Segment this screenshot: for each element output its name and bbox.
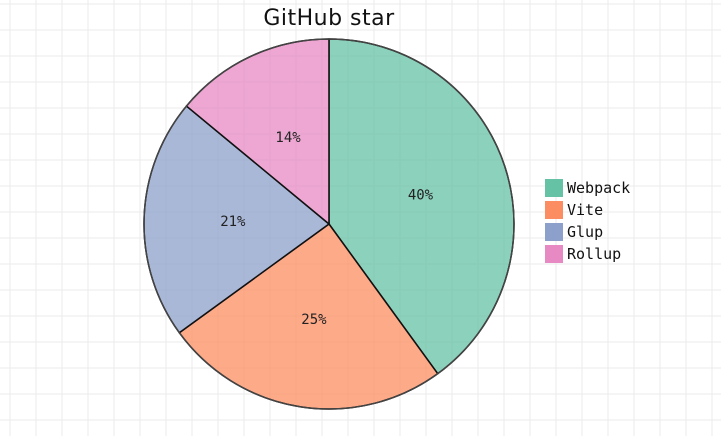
legend-swatch-glup xyxy=(545,223,563,241)
slice-label-webpack: 40% xyxy=(408,187,434,203)
slice-label-glup: 21% xyxy=(220,214,246,230)
legend-label-glup: Glup xyxy=(567,223,603,241)
legend-label-rollup: Rollup xyxy=(567,245,621,263)
legend: Webpack Vite Glup Rollup xyxy=(545,179,630,263)
legend-swatch-webpack xyxy=(545,179,563,197)
slice-label-rollup: 14% xyxy=(275,130,301,146)
legend-swatch-rollup xyxy=(545,245,563,263)
legend-swatch-vite xyxy=(545,201,563,219)
pie-outline xyxy=(143,38,515,410)
pie-slices xyxy=(143,38,515,410)
pie-labels: 40% 25% 21% 14% xyxy=(220,130,434,328)
chart-title: GitHub star xyxy=(263,6,395,31)
slice-label-vite: 25% xyxy=(301,312,327,328)
legend-label-webpack: Webpack xyxy=(567,179,630,197)
legend-label-vite: Vite xyxy=(567,201,603,219)
